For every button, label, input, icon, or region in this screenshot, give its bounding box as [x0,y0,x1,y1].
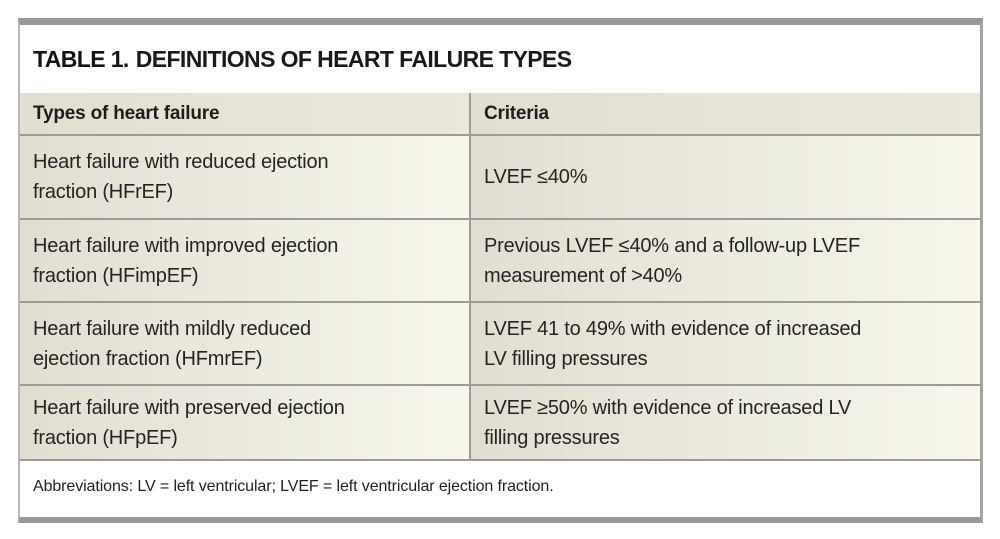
cell-criteria-hfmref: LVEF 41 to 49% with evidence of increase… [469,301,980,386]
cell-type-hfimpef: Heart failure with improved ejection fra… [20,218,471,303]
table-row: Heart failure with mildly reduced ejecti… [20,301,980,386]
table-row: Heart failure with reduced ejection frac… [20,134,980,220]
table-row: Heart failure with improved ejection fra… [20,218,980,303]
cell-criteria-hfimpef: Previous LVEF ≤40% and a follow-up LVEF … [469,218,980,303]
table-row: Heart failure with preserved ejection fr… [20,384,980,461]
abbreviations-text: Abbreviations: LV = left ventricular; LV… [33,478,554,495]
column-header-types: Types of heart failure [20,93,471,136]
heart-failure-definitions-table: Types of heart failure Criteria Heart fa… [20,93,980,461]
table-title-text: DEFINITIONS OF HEART FAILURE TYPES [135,45,572,72]
table-panel: TABLE 1. DEFINITIONS OF HEART FAILURE TY… [18,18,983,523]
cell-criteria-hfref: LVEF ≤40% [469,134,980,220]
cell-criteria-hfpef: LVEF ≥50% with evidence of increased LV … [469,384,980,461]
table-header-row: Types of heart failure Criteria [20,93,980,136]
column-header-criteria: Criteria [469,93,980,136]
cell-type-hfpef: Heart failure with preserved ejection fr… [20,384,471,461]
table-title: TABLE 1. DEFINITIONS OF HEART FAILURE TY… [20,25,980,93]
cell-type-hfmref: Heart failure with mildly reduced ejecti… [20,301,471,386]
cell-type-hfref: Heart failure with reduced ejection frac… [20,134,471,220]
abbreviations-footnote: Abbreviations: LV = left ventricular; LV… [20,461,980,513]
table-title-prefix: TABLE 1. [33,45,129,72]
